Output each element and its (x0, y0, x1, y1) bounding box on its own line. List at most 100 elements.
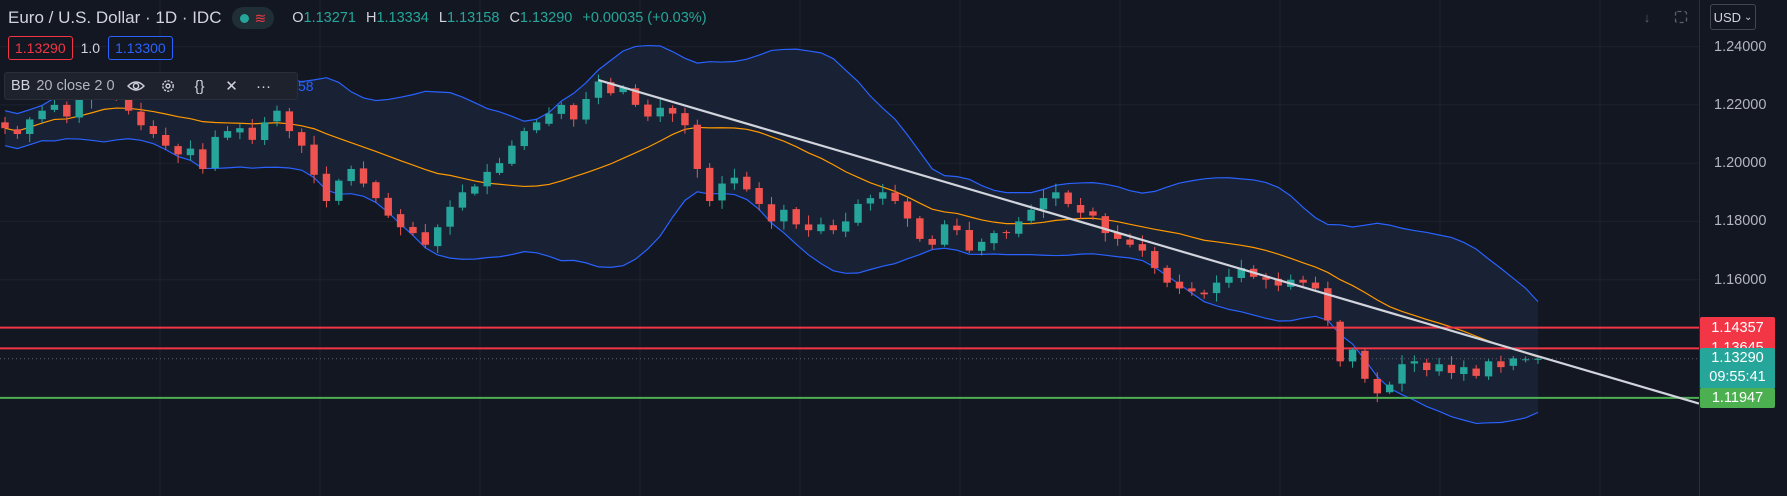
candle-body (236, 128, 244, 133)
candle (1039, 189, 1048, 219)
candle (743, 171, 751, 192)
low-value: 1.13158 (446, 10, 500, 26)
candle (705, 163, 714, 207)
candle (668, 105, 677, 122)
candle (347, 165, 355, 186)
candle (1212, 275, 1221, 302)
candle-body (891, 192, 899, 202)
candle-body (767, 204, 776, 222)
candle-body (1385, 384, 1394, 393)
candle-body (483, 171, 491, 187)
candle (866, 194, 875, 211)
candle (13, 125, 22, 139)
quick-trade: 1.13290 1.0 1.13300 (8, 36, 173, 60)
candle-body (433, 227, 442, 247)
candle-body (520, 131, 528, 147)
candle-body (557, 104, 566, 114)
indicator-legend[interactable]: BB 20 close 2 0 {} ✕ ··· (4, 72, 298, 100)
candle (63, 101, 71, 124)
candle-body (1237, 268, 1245, 279)
chart-header: Euro / U.S. Dollar · 1D · IDC ≋ O1.13271… (8, 6, 707, 30)
candle (977, 238, 986, 256)
source-code-icon[interactable]: {} (194, 77, 205, 95)
candle (495, 157, 504, 176)
candle-body (149, 126, 158, 134)
candle-body (582, 99, 590, 120)
candle-body (1299, 279, 1307, 283)
horizontal-levels[interactable] (0, 326, 1699, 399)
candle (1373, 372, 1381, 403)
candle-body (1447, 364, 1456, 373)
candle-body (1052, 192, 1060, 199)
candle-body (1015, 221, 1023, 234)
indicator-value-fragment: 58 (298, 78, 314, 94)
candle-body (619, 87, 627, 93)
candle (50, 98, 59, 113)
sell-button[interactable]: 1.13290 (8, 36, 73, 60)
trendline-group[interactable] (598, 79, 1700, 405)
gear-icon[interactable] (157, 78, 179, 94)
eye-icon[interactable] (125, 79, 147, 93)
candle-body (965, 230, 974, 251)
candle-body (421, 232, 430, 245)
quantity-value[interactable]: 1.0 (80, 40, 101, 56)
candle-body (124, 95, 133, 111)
bar-countdown: 09:55:41 (1709, 368, 1766, 385)
trendline[interactable] (598, 79, 1700, 405)
candle-body (730, 177, 739, 184)
close-icon[interactable]: ✕ (225, 78, 238, 95)
support-tag: 1.11947 (1700, 387, 1775, 408)
candle-body (1027, 209, 1035, 221)
candle-body (50, 104, 59, 110)
price-axis[interactable] (1699, 0, 1787, 496)
candle (965, 221, 974, 254)
candle (681, 107, 689, 134)
market-status-pill[interactable]: ≋ (231, 7, 275, 29)
candle (841, 212, 850, 238)
fullscreen-icon[interactable] (1670, 6, 1692, 28)
candle-body (1188, 288, 1196, 292)
candle (755, 182, 763, 211)
candle (1460, 360, 1468, 381)
candle (545, 107, 553, 127)
candle-body (1064, 192, 1072, 204)
candle-body (137, 111, 145, 126)
axis-tick: 1.20000 (1714, 155, 1767, 172)
candle (557, 102, 566, 120)
candle-body (569, 105, 578, 120)
more-icon[interactable]: ··· (256, 77, 272, 95)
candle-body (804, 224, 813, 231)
candle-body (1101, 216, 1110, 234)
candle-body (817, 224, 825, 232)
open-value: 1.13271 (303, 10, 356, 26)
candlesticks (1, 74, 1542, 403)
chevron-down-icon: ⌄ (1744, 11, 1753, 23)
buy-button[interactable]: 1.13300 (108, 36, 173, 60)
currency-select[interactable]: USD ⌄ (1710, 4, 1756, 30)
candle-body (1212, 282, 1221, 294)
candle (792, 206, 800, 229)
scroll-down-icon[interactable]: ↓ (1643, 9, 1651, 25)
candle-body (607, 82, 615, 94)
candle-body (644, 104, 652, 117)
candle (532, 119, 541, 134)
candle (285, 107, 294, 139)
candle (1163, 265, 1171, 288)
candle-body (1138, 244, 1147, 251)
candle-body (953, 225, 961, 231)
change-value: +0.00035 (+0.03%) (582, 10, 707, 26)
candle-body (755, 187, 763, 204)
symbol-title[interactable]: Euro / U.S. Dollar · 1D · IDC (8, 8, 222, 27)
candle (804, 215, 813, 237)
candle-body (322, 173, 331, 202)
candle (1484, 359, 1493, 381)
candle (211, 130, 219, 171)
candle (879, 183, 887, 205)
band-fill (5, 45, 1538, 424)
candle-body (1460, 367, 1468, 375)
candle-body (594, 81, 603, 98)
candle-body (668, 108, 677, 114)
candle-body (495, 163, 504, 173)
candle (223, 126, 232, 141)
candle-body (1509, 358, 1517, 366)
